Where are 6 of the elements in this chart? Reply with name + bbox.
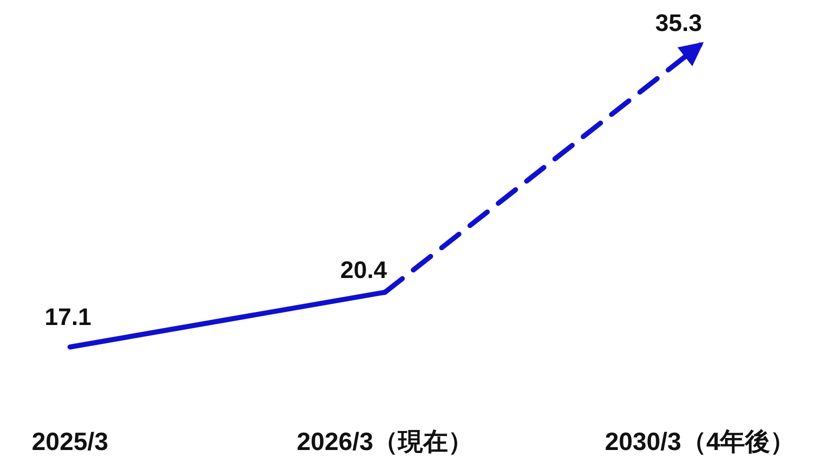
value-label: 35.3 — [655, 10, 702, 37]
value-label: 17.1 — [44, 304, 92, 331]
x-tick-label: 2030/3（4年後） — [604, 428, 796, 456]
x-tick-label: 2025/3 — [32, 428, 108, 456]
x-tick-label: 2026/3（現在） — [296, 428, 474, 456]
value-label: 20.4 — [340, 257, 387, 284]
